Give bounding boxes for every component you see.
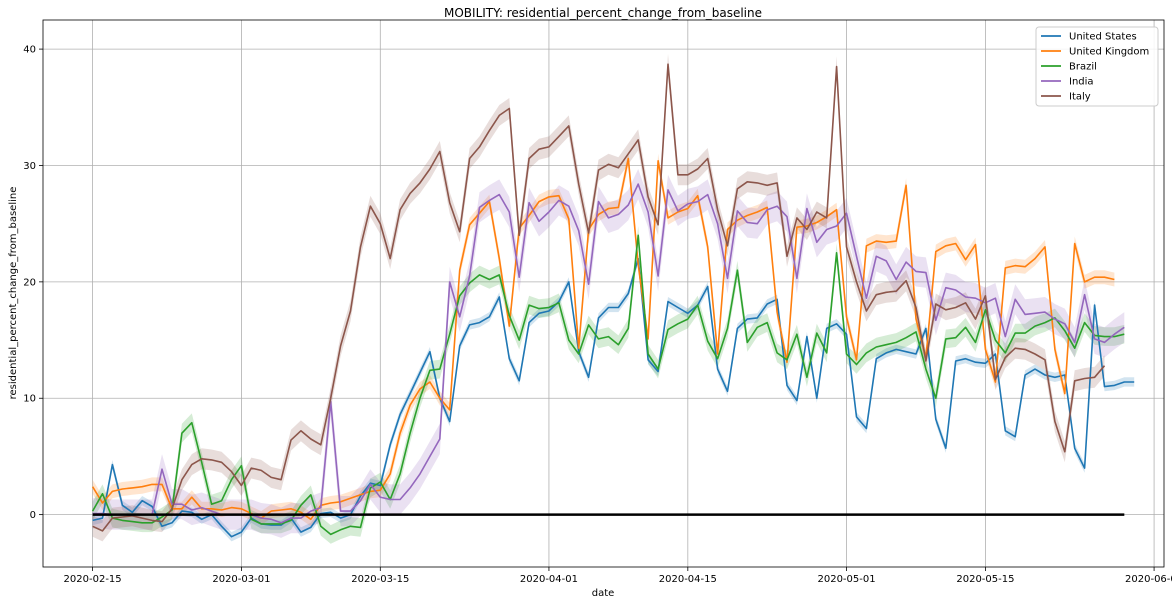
x-tick-label: 2020-05-01 [817, 574, 875, 585]
y-tick-label: 30 [23, 161, 36, 172]
y-tick-label: 10 [23, 394, 36, 405]
x-tick-label: 2020-05-15 [956, 574, 1014, 585]
y-axis-label: residential_percent_change_from_baseline [8, 187, 19, 400]
chart-title: MOBILITY: residential_percent_change_fro… [444, 6, 762, 20]
y-tick-label: 0 [30, 510, 36, 521]
x-tick-label: 2020-03-15 [351, 574, 409, 585]
x-tick-label: 2020-04-01 [520, 574, 578, 585]
x-tick-label: 2020-06-01 [1125, 574, 1172, 585]
x-tick-label: 2020-04-15 [659, 574, 717, 585]
y-tick-label: 40 [23, 45, 36, 56]
legend-label: United States [1069, 32, 1137, 43]
series-lines [91, 63, 1135, 538]
x-tick-label: 2020-03-01 [212, 574, 270, 585]
plot-area [43, 20, 1164, 567]
series-line-4 [92, 63, 1106, 532]
series-band-0 [92, 253, 1135, 542]
legend-label: United Kingdom [1069, 47, 1149, 58]
legend-label: India [1069, 77, 1094, 88]
legend-box [1035, 26, 1159, 107]
legend: United States United Kingdom Brazil India It… [1035, 26, 1159, 107]
x-tick-label: 2020-02-15 [64, 574, 122, 585]
plot-frame [42, 19, 1165, 568]
series-line-2 [91, 234, 1125, 536]
y-tick-label: 20 [23, 277, 36, 288]
legend-label: Italy [1069, 92, 1091, 103]
series-line-1 [91, 157, 1115, 521]
axis-ticks: 2020-02-15 2020-03-01 2020-03-15 2020-04-01… [23, 45, 1172, 585]
series-line-3 [92, 183, 1125, 524]
x-axis-label: date [592, 588, 615, 599]
legend-label: Brazil [1069, 62, 1097, 73]
